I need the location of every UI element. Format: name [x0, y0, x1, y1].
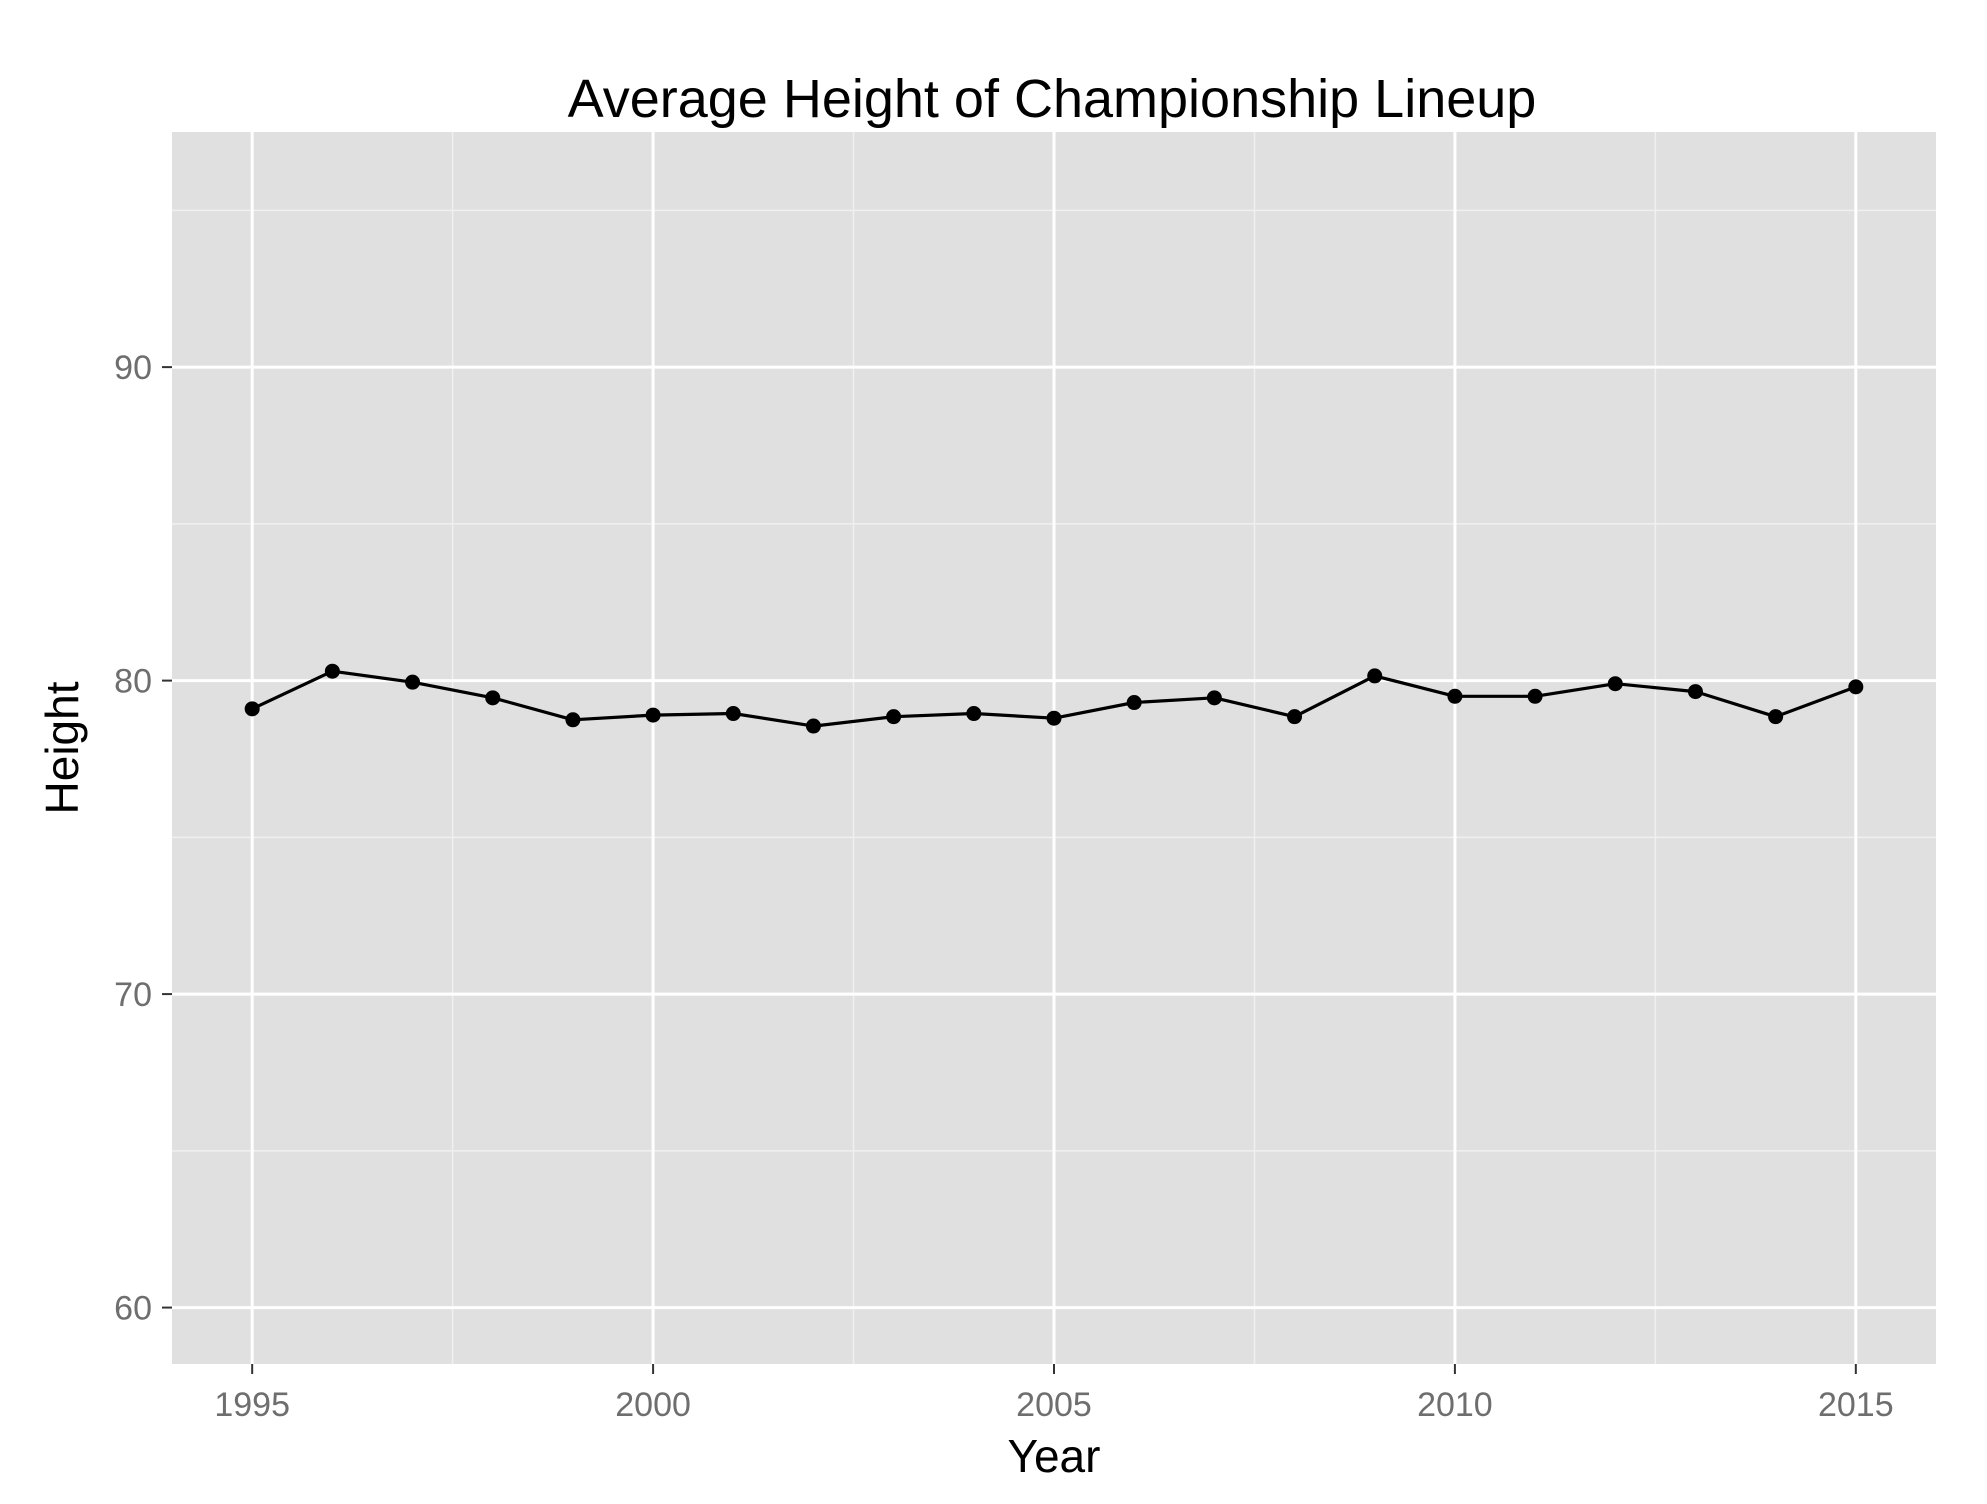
y-tick-label: 80 — [114, 663, 152, 701]
y-tick-label: 70 — [114, 976, 152, 1014]
data-point — [565, 712, 581, 728]
data-point — [725, 706, 741, 722]
data-point — [485, 690, 501, 706]
y-tick-label: 90 — [114, 349, 152, 387]
data-point — [966, 706, 982, 722]
x-tick-label: 2015 — [1818, 1386, 1894, 1424]
x-axis-title: Year — [1008, 1430, 1101, 1482]
data-point — [324, 663, 340, 679]
data-point — [1126, 695, 1142, 711]
data-point — [805, 718, 821, 734]
data-point — [244, 701, 260, 717]
y-tick-label: 60 — [114, 1290, 152, 1328]
x-tick-label: 1995 — [214, 1386, 290, 1424]
data-point — [1768, 709, 1784, 725]
data-point — [1687, 684, 1703, 700]
data-point — [645, 707, 661, 723]
y-axis-tick-labels: 60 70 80 90 — [114, 349, 152, 1327]
data-point — [1447, 688, 1463, 704]
axis-ticks — [162, 366, 1857, 1374]
data-point — [1206, 690, 1222, 706]
x-tick-label: 2005 — [1016, 1386, 1092, 1424]
data-point — [886, 709, 902, 725]
data-point — [1287, 709, 1303, 725]
series-layer — [244, 663, 1864, 734]
data-point — [405, 674, 421, 690]
x-tick-label: 2010 — [1417, 1386, 1493, 1424]
data-point — [1367, 668, 1383, 684]
data-point — [1046, 710, 1062, 726]
x-tick-label: 2000 — [615, 1386, 691, 1424]
major-gridlines — [172, 132, 1936, 1364]
y-axis-title: Height — [36, 681, 88, 814]
x-axis-tick-labels: 1995 2000 2005 2010 2015 — [214, 1386, 1893, 1424]
chart-title: Average Height of Championship Lineup — [568, 69, 1537, 129]
data-point — [1607, 676, 1623, 692]
data-point — [1848, 679, 1864, 695]
data-point — [1527, 688, 1543, 704]
